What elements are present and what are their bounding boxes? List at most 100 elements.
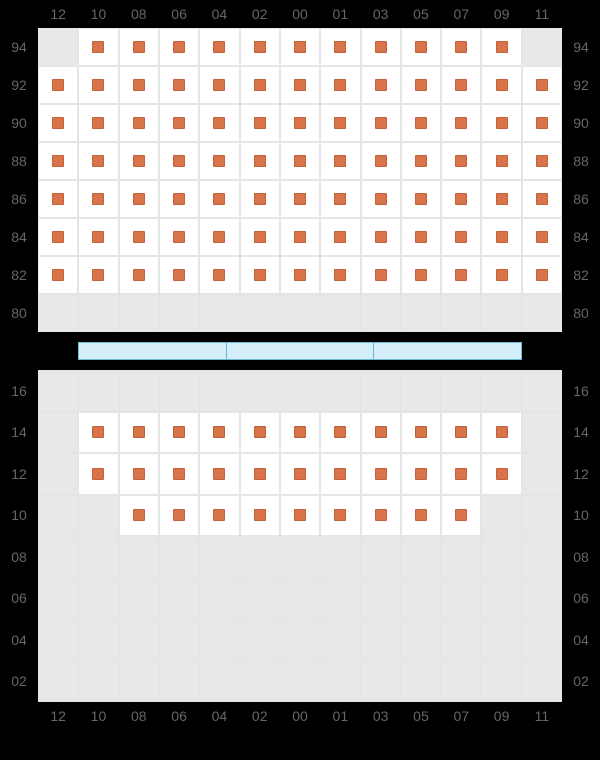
seat-cell[interactable] [401, 495, 441, 537]
seat-cell[interactable] [361, 104, 401, 142]
seat-cell[interactable] [119, 66, 159, 104]
seat-cell[interactable] [280, 412, 320, 454]
seat-cell[interactable] [199, 66, 239, 104]
seat-cell[interactable] [361, 453, 401, 495]
seat-cell[interactable] [441, 495, 481, 537]
seat-cell[interactable] [280, 104, 320, 142]
seat-cell[interactable] [240, 66, 280, 104]
seat-cell[interactable] [78, 28, 118, 66]
seat-cell[interactable] [361, 180, 401, 218]
seat-cell[interactable] [441, 180, 481, 218]
seat-cell[interactable] [199, 453, 239, 495]
seat-cell[interactable] [481, 142, 521, 180]
seat-cell[interactable] [401, 412, 441, 454]
seat-cell[interactable] [280, 218, 320, 256]
seat-cell[interactable] [78, 142, 118, 180]
seat-cell[interactable] [38, 66, 78, 104]
seat-cell[interactable] [361, 66, 401, 104]
seat-cell[interactable] [78, 256, 118, 294]
seat-cell[interactable] [38, 180, 78, 218]
seat-cell[interactable] [361, 495, 401, 537]
seat-cell[interactable] [481, 256, 521, 294]
seat-cell[interactable] [159, 453, 199, 495]
seat-cell[interactable] [401, 28, 441, 66]
seat-cell[interactable] [280, 495, 320, 537]
seat-cell[interactable] [401, 218, 441, 256]
seat-cell[interactable] [38, 218, 78, 256]
seat-cell[interactable] [481, 28, 521, 66]
seat-cell[interactable] [159, 104, 199, 142]
seat-cell[interactable] [522, 180, 562, 218]
seat-cell[interactable] [240, 142, 280, 180]
seat-cell[interactable] [441, 104, 481, 142]
seat-cell[interactable] [240, 453, 280, 495]
seat-cell[interactable] [78, 180, 118, 218]
seat-cell[interactable] [119, 142, 159, 180]
seat-cell[interactable] [280, 66, 320, 104]
seat-cell[interactable] [441, 218, 481, 256]
seat-cell[interactable] [361, 218, 401, 256]
seat-cell[interactable] [240, 180, 280, 218]
seat-cell[interactable] [280, 28, 320, 66]
seat-cell[interactable] [199, 256, 239, 294]
seat-cell[interactable] [441, 256, 481, 294]
seat-cell[interactable] [401, 142, 441, 180]
seat-cell[interactable] [199, 180, 239, 218]
seat-cell[interactable] [441, 453, 481, 495]
seat-cell[interactable] [361, 256, 401, 294]
seat-cell[interactable] [159, 412, 199, 454]
seat-cell[interactable] [481, 66, 521, 104]
seat-cell[interactable] [159, 495, 199, 537]
seat-cell[interactable] [522, 66, 562, 104]
seat-cell[interactable] [401, 453, 441, 495]
seat-cell[interactable] [78, 218, 118, 256]
seat-cell[interactable] [159, 218, 199, 256]
seat-cell[interactable] [159, 142, 199, 180]
seat-cell[interactable] [159, 28, 199, 66]
seat-cell[interactable] [119, 495, 159, 537]
seat-cell[interactable] [119, 453, 159, 495]
seat-cell[interactable] [522, 218, 562, 256]
seat-cell[interactable] [240, 28, 280, 66]
seat-cell[interactable] [159, 180, 199, 218]
seat-cell[interactable] [320, 495, 360, 537]
seat-cell[interactable] [159, 66, 199, 104]
seat-cell[interactable] [38, 256, 78, 294]
seat-cell[interactable] [119, 218, 159, 256]
seat-cell[interactable] [199, 218, 239, 256]
seat-cell[interactable] [320, 412, 360, 454]
seat-cell[interactable] [240, 495, 280, 537]
seat-cell[interactable] [199, 28, 239, 66]
seat-cell[interactable] [240, 218, 280, 256]
seat-cell[interactable] [199, 412, 239, 454]
seat-cell[interactable] [441, 412, 481, 454]
seat-cell[interactable] [361, 28, 401, 66]
seat-cell[interactable] [441, 66, 481, 104]
seat-cell[interactable] [522, 104, 562, 142]
seat-cell[interactable] [401, 104, 441, 142]
seat-cell[interactable] [280, 180, 320, 218]
seat-cell[interactable] [441, 142, 481, 180]
seat-cell[interactable] [481, 218, 521, 256]
seat-cell[interactable] [199, 142, 239, 180]
seat-cell[interactable] [320, 256, 360, 294]
seat-cell[interactable] [38, 142, 78, 180]
seat-cell[interactable] [481, 180, 521, 218]
seat-cell[interactable] [78, 412, 118, 454]
seat-cell[interactable] [78, 453, 118, 495]
seat-cell[interactable] [441, 28, 481, 66]
seat-cell[interactable] [78, 104, 118, 142]
seat-cell[interactable] [199, 495, 239, 537]
seat-cell[interactable] [119, 412, 159, 454]
seat-cell[interactable] [280, 453, 320, 495]
seat-cell[interactable] [320, 104, 360, 142]
seat-cell[interactable] [481, 453, 521, 495]
seat-cell[interactable] [401, 256, 441, 294]
seat-cell[interactable] [78, 66, 118, 104]
seat-cell[interactable] [119, 28, 159, 66]
seat-cell[interactable] [280, 142, 320, 180]
seat-cell[interactable] [240, 412, 280, 454]
seat-cell[interactable] [240, 256, 280, 294]
seat-cell[interactable] [361, 142, 401, 180]
seat-cell[interactable] [159, 256, 199, 294]
